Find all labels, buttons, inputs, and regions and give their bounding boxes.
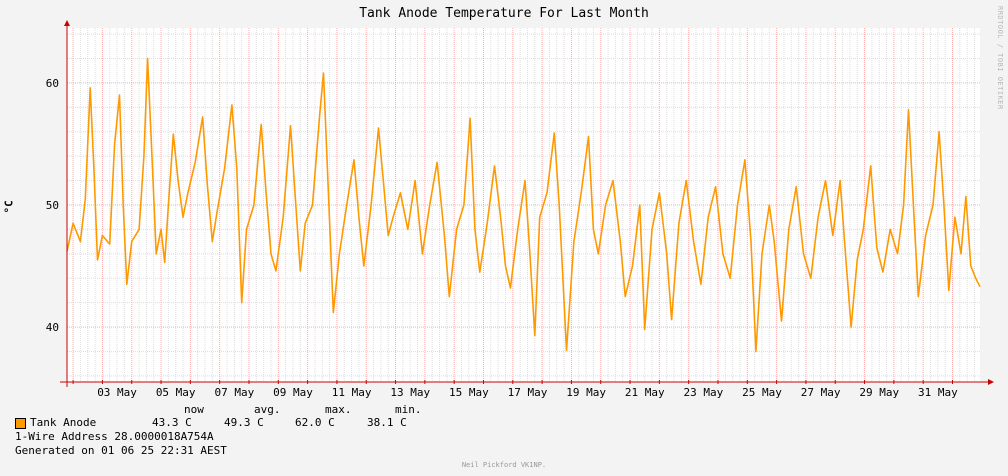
axes (60, 20, 994, 387)
x-tick-label: 05 May (156, 386, 196, 399)
x-tick-label: 19 May (566, 386, 606, 399)
legend-now-value: 43.3 C (152, 416, 192, 429)
x-tick-label: 07 May (214, 386, 254, 399)
legend-series-label: Tank Anode (30, 416, 97, 429)
x-tick-label: 09 May (273, 386, 313, 399)
x-tick-label: 17 May (508, 386, 548, 399)
tick-labels: 40 50 60 03 May 05 May 07 May 09 May 11 May 13 M… (46, 77, 958, 399)
chart-title: Tank Anode Temperature For Last Month (359, 6, 649, 21)
x-tick-label: 23 May (683, 386, 723, 399)
legend-max-value: 62.0 C (295, 416, 335, 429)
y-tick-label: 50 (46, 199, 59, 212)
rrdtool-watermark: RRDTOOL / TOBI OETIKER (996, 6, 1004, 110)
legend-header-now: now (184, 403, 204, 416)
legend-min-value: 38.1 C (367, 416, 407, 429)
author-credit: Neil Pickford VK1NP. (461, 461, 547, 469)
series-line-tank-anode (66, 57, 981, 353)
x-tick-label: 29 May (859, 386, 899, 399)
legend-header-max: max. (325, 403, 352, 416)
chart-plot: 40 50 60 03 May 05 May 07 May 09 May 11 May 13 M… (46, 20, 994, 399)
y-tick-label: 40 (46, 321, 59, 334)
y-tick-label: 60 (46, 77, 59, 90)
series-layer (66, 57, 981, 353)
x-tick-label: 31 May (918, 386, 958, 399)
legend-swatch (15, 418, 26, 429)
x-tick-label: 13 May (390, 386, 430, 399)
x-tick-label: 03 May (97, 386, 137, 399)
x-axis-arrow (988, 379, 994, 385)
y-axis-arrow (64, 20, 70, 26)
legend-header-min: min. (395, 403, 422, 416)
x-tick-label: 11 May (332, 386, 372, 399)
generated-timestamp: Generated on 01 06 25 22:31 AEST (15, 444, 227, 457)
x-tick-label: 21 May (625, 386, 665, 399)
x-tick-label: 25 May (742, 386, 782, 399)
x-tick-label: 27 May (801, 386, 841, 399)
x-tick-label: 15 May (449, 386, 489, 399)
legend-avg-value: 49.3 C (224, 416, 264, 429)
legend-header-avg: avg. (254, 403, 281, 416)
one-wire-address: 1-Wire Address 28.0000018A754A (15, 430, 214, 443)
